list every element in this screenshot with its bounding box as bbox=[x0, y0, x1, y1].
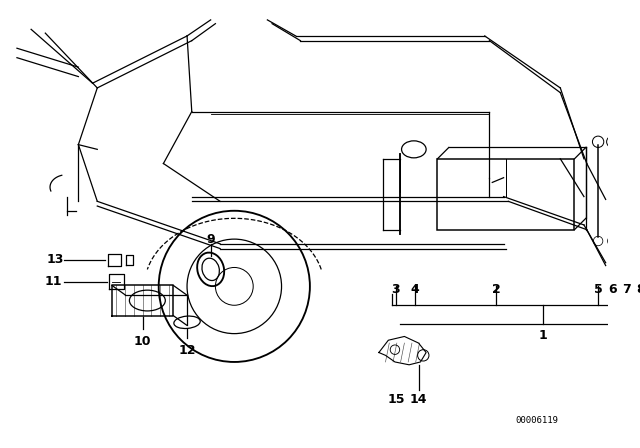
Text: 15: 15 bbox=[387, 393, 404, 406]
Text: 4: 4 bbox=[410, 283, 419, 296]
Text: 1: 1 bbox=[539, 329, 548, 342]
Text: 3: 3 bbox=[392, 283, 400, 296]
Text: 00006119: 00006119 bbox=[515, 416, 558, 425]
Text: 11: 11 bbox=[44, 275, 61, 288]
Text: 9: 9 bbox=[206, 233, 215, 246]
Text: 10: 10 bbox=[134, 335, 152, 348]
Text: 6: 6 bbox=[608, 283, 616, 296]
Text: 7: 7 bbox=[622, 283, 631, 296]
Text: 14: 14 bbox=[410, 393, 428, 406]
Text: 8: 8 bbox=[636, 283, 640, 296]
Text: 2: 2 bbox=[492, 283, 500, 296]
Text: 5: 5 bbox=[594, 283, 602, 296]
FancyBboxPatch shape bbox=[438, 159, 575, 230]
Text: 13: 13 bbox=[46, 254, 63, 267]
Text: 12: 12 bbox=[179, 344, 196, 357]
